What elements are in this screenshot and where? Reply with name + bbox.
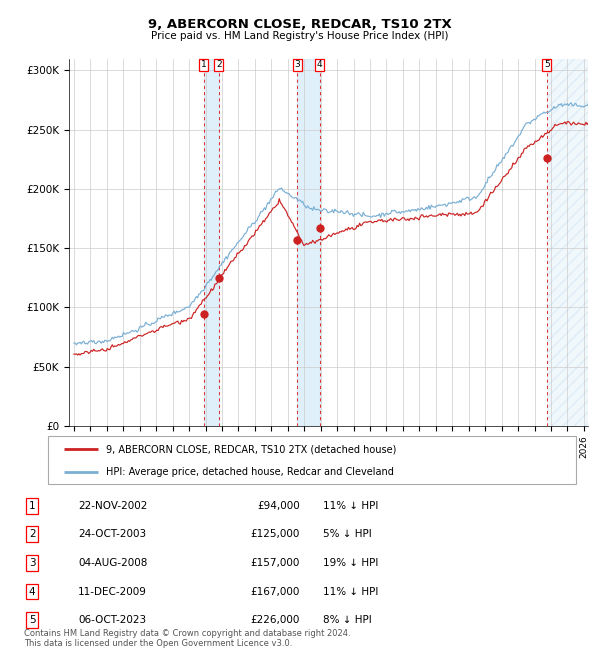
Text: £94,000: £94,000 <box>257 501 300 511</box>
Text: 24-OCT-2003: 24-OCT-2003 <box>78 529 146 539</box>
Text: £125,000: £125,000 <box>251 529 300 539</box>
Text: 5: 5 <box>29 615 35 625</box>
Text: 4: 4 <box>317 60 323 70</box>
Text: £157,000: £157,000 <box>251 558 300 568</box>
Text: HPI: Average price, detached house, Redcar and Cleveland: HPI: Average price, detached house, Redc… <box>106 467 394 476</box>
Text: 11% ↓ HPI: 11% ↓ HPI <box>323 586 379 597</box>
Bar <box>547 58 589 426</box>
Text: 11% ↓ HPI: 11% ↓ HPI <box>323 501 379 511</box>
Text: 2: 2 <box>29 529 35 539</box>
Text: 9, ABERCORN CLOSE, REDCAR, TS10 2TX (detached house): 9, ABERCORN CLOSE, REDCAR, TS10 2TX (det… <box>106 444 397 454</box>
Bar <box>298 58 320 426</box>
Text: £226,000: £226,000 <box>251 615 300 625</box>
Text: 5: 5 <box>544 60 550 70</box>
Text: Contains HM Land Registry data © Crown copyright and database right 2024.
This d: Contains HM Land Registry data © Crown c… <box>24 629 350 648</box>
Text: 5% ↓ HPI: 5% ↓ HPI <box>323 529 372 539</box>
Text: 04-AUG-2008: 04-AUG-2008 <box>78 558 148 568</box>
Text: 8% ↓ HPI: 8% ↓ HPI <box>323 615 372 625</box>
Text: 22-NOV-2002: 22-NOV-2002 <box>78 501 148 511</box>
Text: 11-DEC-2009: 11-DEC-2009 <box>78 586 147 597</box>
Text: 06-OCT-2023: 06-OCT-2023 <box>78 615 146 625</box>
FancyBboxPatch shape <box>48 436 576 484</box>
Text: 3: 3 <box>29 558 35 568</box>
Text: 3: 3 <box>295 60 301 70</box>
Text: 9, ABERCORN CLOSE, REDCAR, TS10 2TX: 9, ABERCORN CLOSE, REDCAR, TS10 2TX <box>148 18 452 31</box>
Text: £167,000: £167,000 <box>251 586 300 597</box>
Text: 4: 4 <box>29 586 35 597</box>
Text: Price paid vs. HM Land Registry's House Price Index (HPI): Price paid vs. HM Land Registry's House … <box>151 31 449 41</box>
Text: 19% ↓ HPI: 19% ↓ HPI <box>323 558 379 568</box>
Bar <box>204 58 219 426</box>
Text: 1: 1 <box>201 60 206 70</box>
Text: 2: 2 <box>216 60 222 70</box>
Text: 1: 1 <box>29 501 35 511</box>
